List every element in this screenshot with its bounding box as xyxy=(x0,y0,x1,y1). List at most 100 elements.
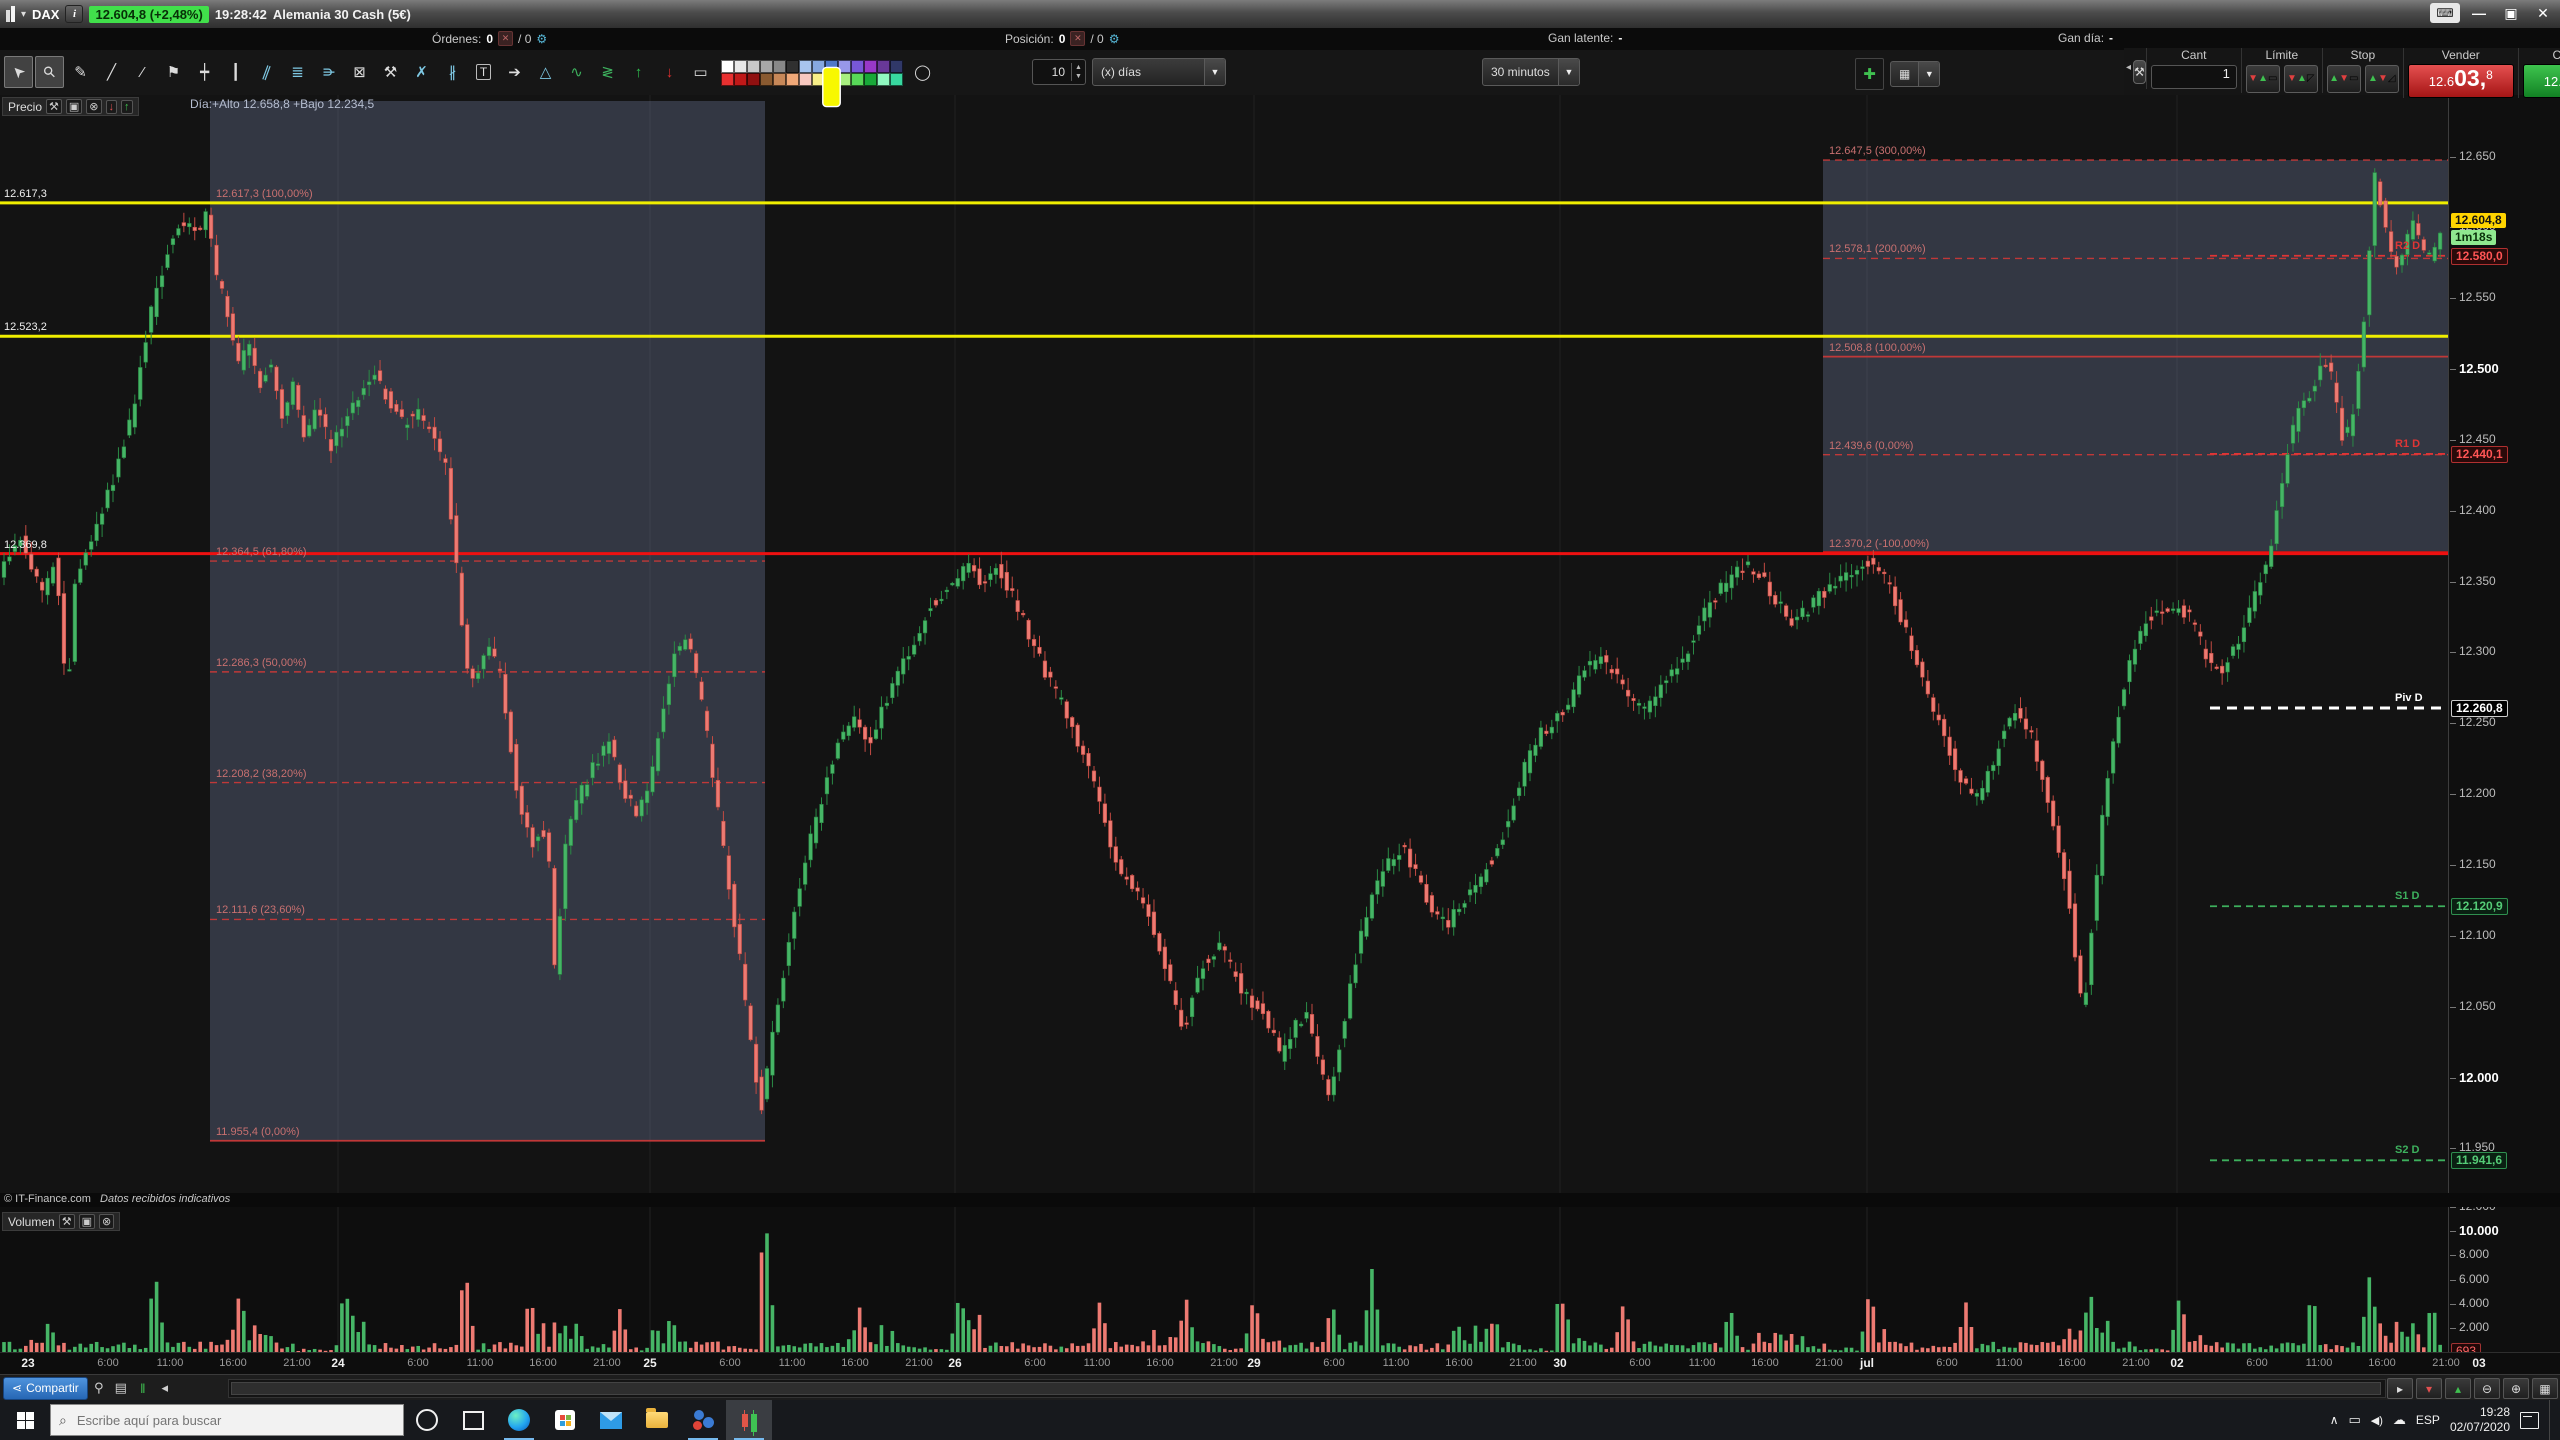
color-swatch[interactable] xyxy=(786,72,799,86)
color-swatch[interactable] xyxy=(838,59,851,73)
taskbar-explorer-button[interactable] xyxy=(634,1400,680,1440)
virtual-keyboard-button[interactable]: ⌨ xyxy=(2430,3,2460,23)
minimize-button[interactable]: — xyxy=(2472,5,2486,21)
restore-button[interactable]: ▣ xyxy=(2504,4,2518,21)
limit-sell-order-button[interactable]: ▼▲▭ xyxy=(2245,65,2280,93)
parallel-lines-tool-icon[interactable]: ∦ xyxy=(448,64,457,81)
down-arrow-tool-icon[interactable]: ↓ xyxy=(665,63,674,81)
remove-drawing-tool-icon[interactable]: ✗ xyxy=(415,64,428,81)
volume-chart-canvas[interactable] xyxy=(0,1207,2448,1352)
tray-expand-icon[interactable]: ∧ xyxy=(2329,1413,2339,1427)
color-swatch[interactable] xyxy=(773,72,786,86)
show-desktop-button[interactable] xyxy=(2549,1400,2554,1440)
taskbar-search[interactable]: ⌕ xyxy=(50,1404,404,1436)
orders-settings-icon[interactable]: ⚙ xyxy=(536,31,548,46)
semi-line-tool-icon[interactable]: ⁄ xyxy=(141,63,144,81)
display-icon[interactable]: ▭ xyxy=(2348,1412,2361,1427)
color-palette[interactable] xyxy=(721,59,903,107)
link-chart-icon[interactable]: ⚲ xyxy=(93,1380,104,1395)
share-button[interactable]: ⋖ Compartir xyxy=(3,1376,88,1400)
position-settings-icon[interactable]: ⚙ xyxy=(1108,31,1120,46)
color-swatch[interactable] xyxy=(773,59,786,73)
extended-line-tool-icon[interactable]: ┿ xyxy=(199,64,210,81)
action-center-icon[interactable] xyxy=(2520,1411,2539,1429)
taskbar-clock[interactable]: 19:28 02/07/2020 xyxy=(2450,1405,2510,1435)
vertical-line-tool-icon[interactable]: ┃ xyxy=(230,64,241,81)
start-button[interactable] xyxy=(0,1400,50,1440)
compare-icon[interactable]: ‖ xyxy=(140,1380,146,1396)
color-swatch[interactable] xyxy=(734,72,747,86)
color-swatch[interactable] xyxy=(799,59,812,73)
bars-count-stepper[interactable]: 10 ▲ ▼ xyxy=(1032,59,1086,85)
taskbar-store-button[interactable] xyxy=(542,1400,588,1440)
taskbar-mail-button[interactable] xyxy=(588,1400,634,1440)
color-swatch[interactable] xyxy=(734,59,747,73)
stop-sell-order-button[interactable]: ▲▼▭ xyxy=(2326,65,2361,93)
order-settings-button[interactable]: ⚒ xyxy=(2133,60,2146,84)
scrollbar-thumb[interactable] xyxy=(231,1382,2381,1395)
pane-sell-icon[interactable]: ↓ xyxy=(105,99,118,114)
andrews-pitchfork-tool-icon[interactable]: ⋔ xyxy=(319,65,337,79)
trendline-tool-icon[interactable]: ╱ xyxy=(106,64,117,81)
network-icon[interactable]: ☁ xyxy=(2392,1412,2406,1427)
chart-style-down-icon[interactable]: ▾ xyxy=(2416,1378,2442,1399)
color-swatch[interactable] xyxy=(799,72,812,86)
pane-window-icon[interactable]: ▣ xyxy=(65,99,83,114)
color-swatch[interactable] xyxy=(721,72,734,86)
close-position-icon[interactable]: ✕ xyxy=(1070,31,1086,46)
pane-settings-icon[interactable]: ⚒ xyxy=(46,99,62,114)
color-swatch[interactable] xyxy=(851,59,864,73)
calendar-icon[interactable]: ▦ xyxy=(2532,1378,2558,1399)
zoom-out-icon[interactable]: ⊖ xyxy=(2474,1378,2500,1399)
scroll-right-icon[interactable]: ▸ xyxy=(2387,1378,2413,1399)
color-swatch[interactable] xyxy=(812,59,825,73)
text-tool-icon[interactable]: T xyxy=(469,56,498,88)
time-axis[interactable]: 23 6:00 11:00 16:00 21:00 24 6:00 11:00 16:00 21:… xyxy=(0,1352,2560,1375)
pane-buy-icon[interactable]: ↑ xyxy=(121,99,133,114)
rectangle-tool-icon[interactable]: ▭ xyxy=(693,64,708,81)
cursor-tool-icon[interactable]: ➤ xyxy=(4,56,33,88)
search-input[interactable] xyxy=(74,1411,359,1429)
color-swatch[interactable] xyxy=(760,59,773,73)
chart-style-up-icon[interactable]: ▴ xyxy=(2445,1378,2471,1399)
fibonacci-retracement-tool-icon[interactable]: ∥ xyxy=(259,63,273,82)
scroll-left-icon[interactable]: ◂ xyxy=(161,1380,169,1395)
instrument-dropdown-icon[interactable]: ▾ xyxy=(21,8,27,20)
up-arrow-tool-icon[interactable]: ↑ xyxy=(634,63,643,81)
color-swatch[interactable] xyxy=(747,72,760,86)
color-swatch[interactable] xyxy=(851,72,864,86)
taskbar-trading-app-button[interactable] xyxy=(680,1400,726,1440)
color-swatch[interactable] xyxy=(890,59,903,73)
pane-window-icon[interactable]: ▣ xyxy=(78,1214,95,1229)
horizontal-scrollbar[interactable] xyxy=(228,1379,2386,1398)
collapse-panel-icon[interactable]: ◂ xyxy=(2126,62,2132,73)
buy-button[interactable]: 12.605,8 xyxy=(2522,64,2560,98)
triangle-tool-icon[interactable]: △ xyxy=(539,64,552,81)
color-swatch[interactable] xyxy=(786,59,799,73)
palette-dropdown-button[interactable]: ▦ ▼ xyxy=(1890,61,1941,87)
volume-icon[interactable]: ◀) xyxy=(2370,1414,2383,1427)
stop-buy-order-button[interactable]: ▲▼◿ xyxy=(2364,65,2399,93)
fibonacci-projection-tool-icon[interactable]: ≣ xyxy=(291,64,304,81)
zoom-in-icon[interactable]: ⊕ xyxy=(2503,1378,2529,1399)
instrument-name[interactable]: DAX xyxy=(32,6,60,22)
pane-close-icon[interactable]: ⊗ xyxy=(98,1214,115,1229)
color-swatch[interactable] xyxy=(760,72,773,86)
arrow-tool-icon[interactable]: ➔ xyxy=(508,64,521,81)
color-swatch[interactable] xyxy=(877,59,890,73)
news-icon[interactable]: ▤ xyxy=(114,1380,127,1395)
quantity-input[interactable]: 1 xyxy=(2150,65,2237,89)
alert-tool-icon[interactable]: ⚑ xyxy=(166,64,181,81)
ellipse-tool-icon[interactable]: ◯ xyxy=(914,64,931,81)
delete-drawing-tool-icon[interactable]: ⊠ xyxy=(353,64,366,81)
drawing-settings-tool-icon[interactable]: ⚒ xyxy=(383,64,398,81)
cancel-orders-icon[interactable]: ✕ xyxy=(498,31,514,46)
color-swatch[interactable] xyxy=(747,59,760,73)
zigzag-tool-icon[interactable]: ∿ xyxy=(570,64,583,81)
sell-button[interactable]: 12.6 03, 8 xyxy=(2407,64,2514,98)
taskbar-taskview-button[interactable] xyxy=(450,1400,496,1440)
info-button[interactable]: i xyxy=(65,5,84,23)
price-chart-canvas[interactable] xyxy=(0,95,2448,1195)
color-swatch[interactable] xyxy=(721,59,734,73)
